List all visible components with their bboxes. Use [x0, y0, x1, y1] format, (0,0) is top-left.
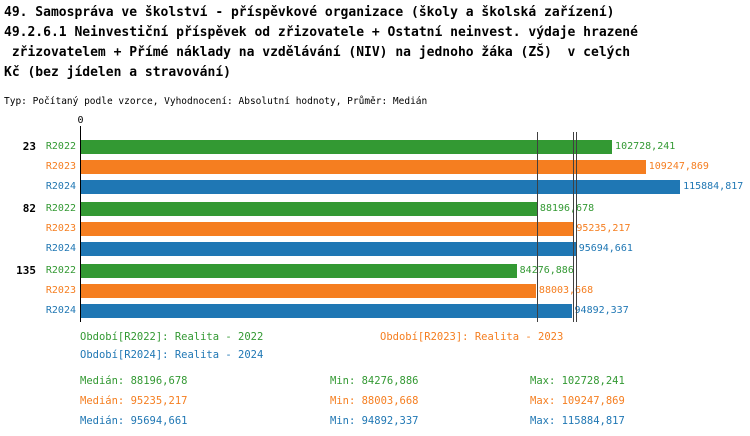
chart-row: R2023 109247,869 [0, 157, 750, 177]
bar-value-label: 95694,661 [578, 243, 633, 254]
stat-max: Max: 109247,869 [530, 395, 625, 407]
group-label: 135 [16, 264, 36, 277]
series-label: R2022 [45, 265, 76, 276]
stat-median: Medián: 95694,661 [80, 415, 188, 427]
stats-row-r2024: Medián: 95694,661 Min: 94892,337 Max: 11… [0, 414, 750, 434]
chart-row: 82 R2022 88196,678 [0, 199, 750, 219]
chart-subtitle: Typ: Počítaný podle vzorce, Vyhodnocení:… [4, 96, 428, 107]
bar-value-label: 95235,217 [576, 223, 631, 234]
chart-row: 135 R2022 84276,886 [0, 261, 750, 281]
bar [81, 304, 572, 318]
bar [81, 242, 576, 256]
chart-row: R2024 115884,817 [0, 177, 750, 197]
bar [81, 202, 537, 216]
bar [81, 160, 646, 174]
chart-row: R2024 94892,337 [0, 301, 750, 321]
bar-chart-plot-area: 23 R2022 102728,241 R2023 109247,869 R2024 115… [0, 126, 750, 322]
series-label: R2023 [45, 223, 76, 234]
stats-row-r2022: Medián: 88196,678 Min: 84276,886 Max: 10… [0, 374, 750, 394]
stat-median: Medián: 88196,678 [80, 375, 188, 387]
legend: Období[R2022]: Realita - 2022 Období[R20… [0, 330, 750, 368]
chart-row: R2024 95694,661 [0, 239, 750, 259]
title-line-2: 49.2.6.1 Neinvestiční příspěvek od zřizo… [4, 25, 638, 40]
x-axis-origin-label: 0 [77, 115, 84, 126]
title-line-1: 49. Samospráva ve školství - příspěvkové… [4, 5, 615, 20]
series-label: R2024 [45, 305, 76, 316]
stat-min: Min: 84276,886 [330, 375, 419, 387]
median-line [536, 132, 538, 322]
bar [81, 222, 574, 236]
chart-row: 23 R2022 102728,241 [0, 137, 750, 157]
bar-value-label: 84276,886 [519, 265, 574, 276]
stats-row-r2023: Medián: 95235,217 Min: 88003,668 Max: 10… [0, 394, 750, 414]
stat-max: Max: 102728,241 [530, 375, 625, 387]
series-label: R2023 [45, 285, 76, 296]
bar [81, 140, 613, 154]
bar-value-label: 102728,241 [615, 141, 676, 152]
median-line [573, 132, 575, 322]
group-label: 82 [22, 202, 36, 215]
series-label: R2023 [45, 161, 76, 172]
legend-item-r2023: Období[R2023]: Realita - 2023 [380, 331, 564, 343]
bar-value-label: 115884,817 [683, 181, 744, 192]
chart-row: R2023 88003,668 [0, 281, 750, 301]
stat-min: Min: 88003,668 [330, 395, 419, 407]
series-label: R2024 [45, 243, 76, 254]
bar-value-label: 109247,869 [648, 161, 709, 172]
chart-row: R2023 95235,217 [0, 219, 750, 239]
stat-median: Medián: 95235,217 [80, 395, 188, 407]
group-label: 23 [22, 140, 36, 153]
title-line-3: zřizovatelem + Přímé náklady na vzdělává… [4, 45, 631, 60]
series-label: R2024 [45, 181, 76, 192]
y-axis-line [80, 126, 81, 322]
legend-item-r2024: Období[R2024]: Realita - 2024 [80, 349, 264, 361]
bar [81, 264, 517, 278]
title-line-4: Kč (bez jídelen a stravování) [4, 65, 231, 80]
stat-min: Min: 94892,337 [330, 415, 419, 427]
median-line [575, 132, 577, 322]
chart-title: 49. Samospráva ve školství - příspěvkové… [4, 3, 638, 83]
stats-block: Medián: 88196,678 Min: 84276,886 Max: 10… [0, 374, 750, 434]
bar-value-label: 88196,678 [539, 203, 595, 214]
stat-max: Max: 115884,817 [530, 415, 625, 427]
bar-value-label: 88003,668 [538, 285, 594, 296]
bar-value-label: 94892,337 [574, 305, 629, 316]
bar [81, 180, 681, 194]
legend-item-r2022: Období[R2022]: Realita - 2022 [80, 331, 264, 343]
series-label: R2022 [45, 203, 76, 214]
series-label: R2022 [45, 141, 76, 152]
bar [81, 284, 536, 298]
